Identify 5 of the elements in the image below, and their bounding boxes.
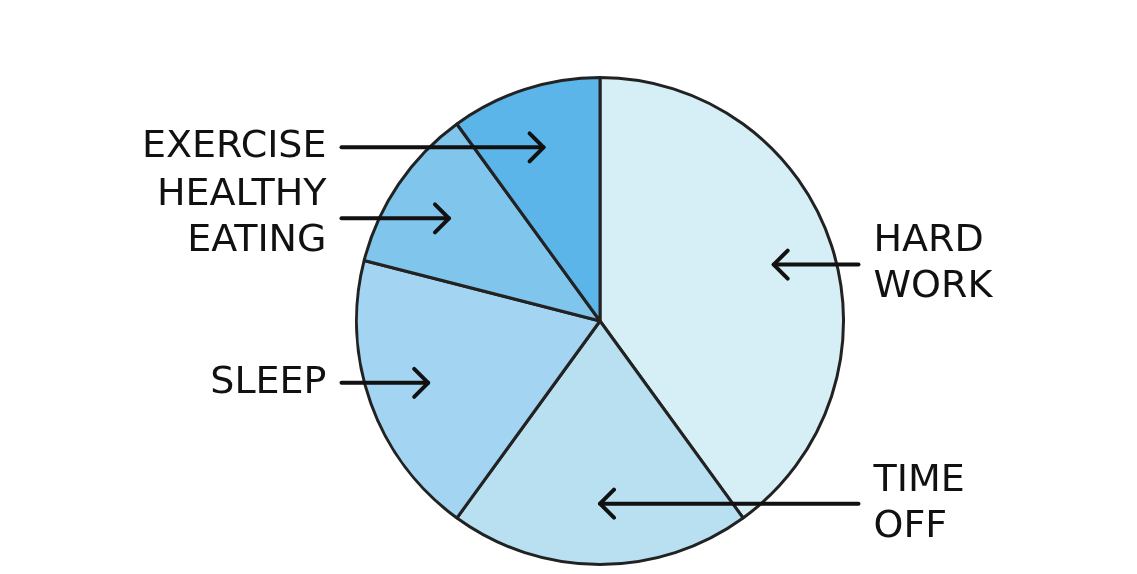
- slice-label: TIME OFF: [872, 455, 965, 546]
- slice-label: SLEEP: [210, 357, 327, 402]
- slice-label: HEALTHY EATING: [156, 170, 328, 261]
- slice-label: HARD WORK: [873, 216, 994, 307]
- slice-label: EXERCISE: [142, 122, 327, 167]
